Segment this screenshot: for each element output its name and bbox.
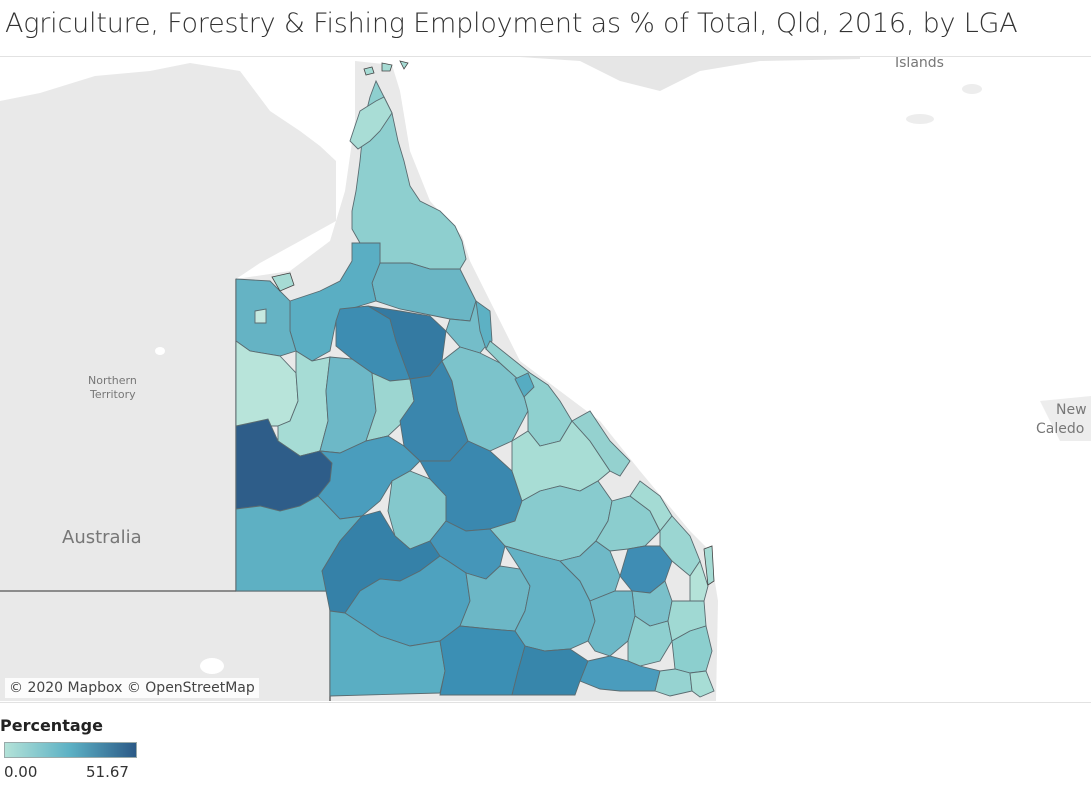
torres-strait-islands	[363, 60, 409, 76]
lga-cape-york-tip[interactable]	[349, 96, 393, 150]
lga-western-downs[interactable]	[587, 590, 636, 657]
lga-southern-downs[interactable]	[654, 668, 693, 697]
new-caledonia-label-2: Caledo	[1036, 421, 1084, 437]
map-svg[interactable]: Islands Northern Territory Australia New…	[0, 57, 1091, 702]
nz-island	[1040, 396, 1091, 441]
lga-fraser-coast[interactable]	[689, 559, 709, 602]
island-1	[906, 114, 934, 124]
qld-lga-regions[interactable]	[235, 79, 715, 698]
island-4	[155, 347, 165, 355]
lga-rockhampton[interactable]	[595, 495, 661, 552]
map-view[interactable]: Islands Northern Territory Australia New…	[0, 56, 1091, 703]
island-3	[200, 658, 224, 674]
northern-territory-land	[0, 63, 336, 701]
lga-gold-coast[interactable]	[689, 670, 715, 698]
legend-min-label: 0.00	[4, 763, 38, 781]
lga-paroo[interactable]	[439, 625, 526, 696]
northern-territory-label-1: Northern	[88, 374, 137, 387]
arnhem-coast	[0, 101, 30, 211]
lga-diamantina[interactable]	[235, 495, 364, 592]
lga-toowoomba[interactable]	[627, 615, 673, 667]
south-land	[0, 591, 330, 701]
lga-doomadgee[interactable]	[254, 308, 267, 324]
islands-label: Islands	[895, 57, 944, 71]
island-2	[962, 84, 982, 94]
australia-label: Australia	[62, 527, 142, 548]
png-coast	[520, 57, 860, 91]
new-caledonia-label-1: New	[1056, 402, 1087, 418]
chart-title: Agriculture, Forestry & Fishing Employme…	[5, 8, 1018, 39]
lga-burdekin[interactable]	[514, 372, 535, 398]
legend-title: Percentage	[0, 716, 103, 735]
legend-gradient-bar	[4, 742, 137, 758]
fraser-island	[703, 545, 715, 586]
lga-charters-towers[interactable]	[441, 346, 529, 452]
coastal-islands	[271, 60, 715, 586]
legend-max-label: 51.67	[86, 763, 129, 781]
northern-territory-label-2: Territory	[89, 388, 136, 401]
map-attribution[interactable]: © 2020 Mapbox © OpenStreetMap	[5, 678, 259, 698]
lga-bundaberg[interactable]	[659, 515, 701, 577]
lga-mackay[interactable]	[571, 410, 631, 477]
lga-balonne[interactable]	[511, 645, 589, 696]
mornington-island	[271, 272, 295, 292]
color-legend: Percentage 0.00 51.67	[0, 716, 160, 782]
